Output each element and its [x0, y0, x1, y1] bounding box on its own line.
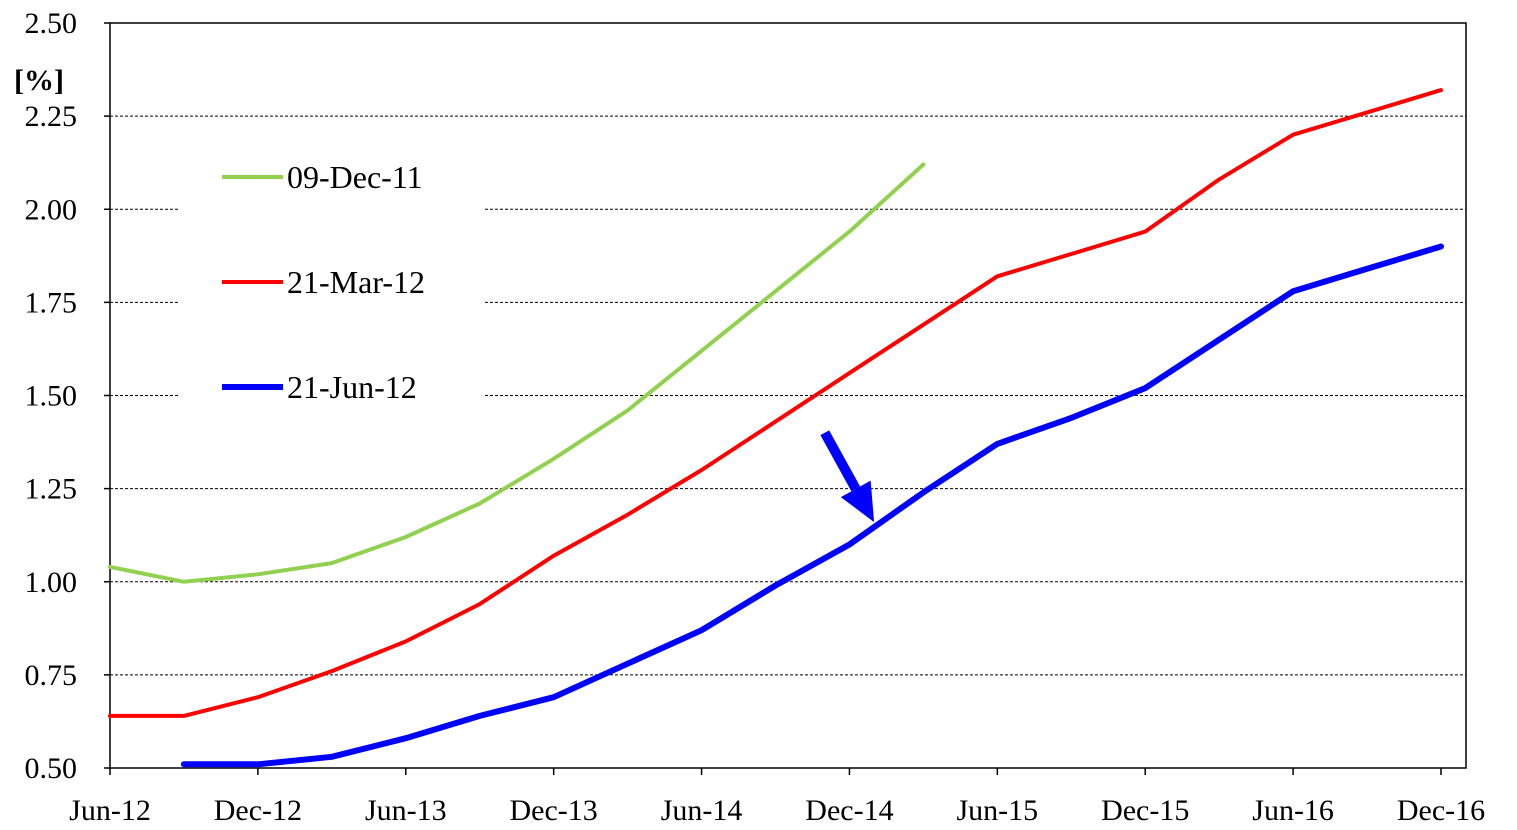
legend: 09-Dec-11 21-Mar-12 21-Jun-12	[180, 138, 485, 438]
y-tick-label: 1.75	[25, 286, 78, 319]
series-line-21-jun-12	[180, 243, 1444, 768]
x-tick-label: Dec-15	[1101, 794, 1189, 827]
y-axis: 0.50 0.75 1.00 1.25 1.50 1.75 2.00 2.25 2.50	[25, 7, 110, 785]
annotation-arrow-head	[840, 480, 875, 523]
legend-label-21-jun-12: 21-Jun-12	[287, 369, 417, 405]
legend-label-21-mar-12: 21-Mar-12	[287, 264, 425, 300]
y-tick-label: 2.25	[25, 100, 78, 133]
y-tick-label: 1.25	[25, 473, 78, 506]
annotations	[820, 430, 875, 523]
x-tick-label: Jun-13	[365, 794, 447, 827]
x-tick-label: Jun-15	[956, 794, 1038, 827]
x-tick-label: Jun-14	[661, 794, 743, 827]
x-tick-label: Dec-16	[1397, 794, 1485, 827]
x-tick-label: Dec-14	[805, 794, 893, 827]
x-tick-label: Jun-12	[69, 794, 151, 827]
y-tick-label: 1.50	[25, 380, 78, 413]
y-tick-label: 2.50	[25, 7, 78, 40]
x-tick-label: Jun-16	[1252, 794, 1334, 827]
y-tick-label: 0.50	[25, 752, 78, 785]
y-tick-label: 1.00	[25, 566, 78, 599]
annotation-arrow-shaft	[820, 430, 861, 492]
series-lines	[108, 88, 1444, 768]
y-axis-label: [%]	[14, 64, 64, 97]
legend-label-09-dec-11: 09-Dec-11	[287, 159, 423, 195]
x-tick-label: Dec-13	[510, 794, 598, 827]
y-tick-label: 2.00	[25, 193, 78, 226]
series-line-09-dec-11	[108, 162, 926, 584]
y-tick-label: 0.75	[25, 659, 78, 692]
x-tick-label: Dec-12	[214, 794, 302, 827]
x-axis: Jun-12 Dec-12 Jun-13 Dec-13 Jun-14 Dec-14 Jun-…	[69, 768, 1485, 827]
series-line-21-mar-12	[108, 88, 1443, 718]
